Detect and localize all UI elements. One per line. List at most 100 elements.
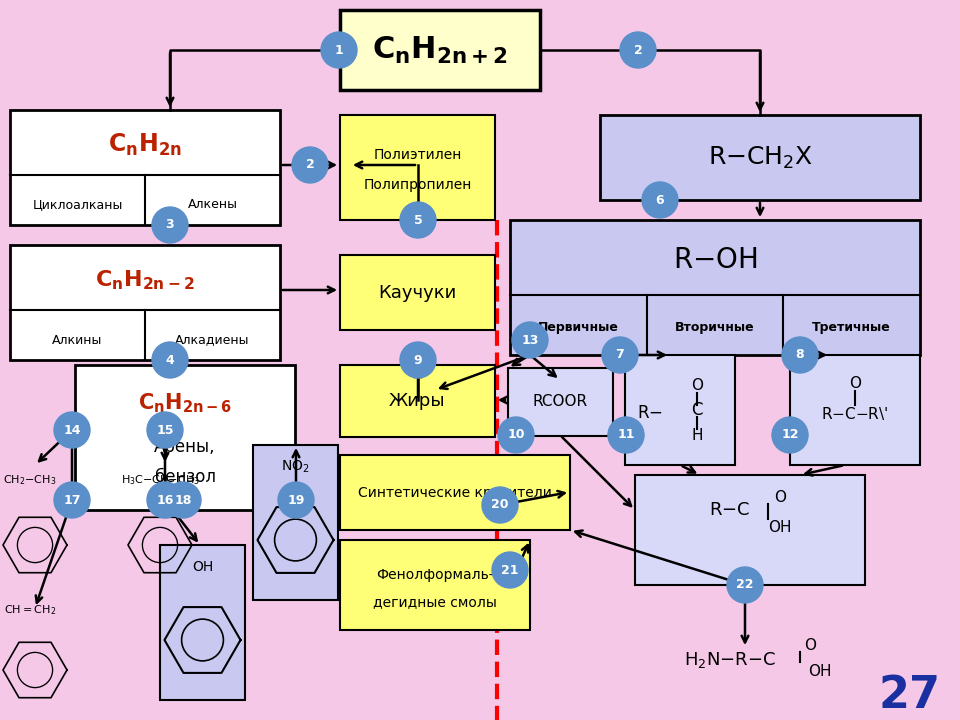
Text: 2: 2 [305,158,314,171]
Text: Циклоалканы: Циклоалканы [33,199,123,212]
Text: 27: 27 [879,673,941,716]
Text: NO$_2$: NO$_2$ [281,459,310,475]
Text: 5: 5 [414,214,422,227]
Text: OH: OH [768,520,792,534]
Circle shape [54,412,90,448]
Circle shape [608,417,644,453]
Text: Жиры: Жиры [389,392,445,410]
Circle shape [482,487,518,523]
Circle shape [492,552,528,588]
Circle shape [602,337,638,373]
Circle shape [400,202,436,238]
Circle shape [782,337,818,373]
Bar [253,445,338,600]
Text: дегидные смолы: дегидные смолы [373,595,497,609]
Text: RCOOR: RCOOR [533,395,588,410]
Circle shape [321,32,357,68]
Text: Алкены: Алкены [187,199,237,212]
Text: O: O [804,637,816,652]
Text: $\mathbf{C_nH_{2n-2}}$: $\mathbf{C_nH_{2n-2}}$ [95,268,195,292]
Text: 12: 12 [781,428,799,441]
Circle shape [152,207,188,243]
Text: $\mathbf{C_nH_{2n-6}}$: $\mathbf{C_nH_{2n-6}}$ [138,391,232,415]
Text: O: O [691,377,703,392]
Bar [510,220,920,355]
Text: 22: 22 [736,578,754,592]
Circle shape [147,412,183,448]
Circle shape [727,567,763,603]
Text: Алкадиены: Алкадиены [176,333,250,346]
Circle shape [147,482,183,518]
Text: $\mathbf{C_nH_{2n}}$: $\mathbf{C_nH_{2n}}$ [108,132,182,158]
Text: бензол: бензол [155,468,215,486]
Bar [75,365,295,510]
Text: CH$_2$$-$CH$_3$: CH$_2$$-$CH$_3$ [3,473,57,487]
Text: R$-$C: R$-$C [709,501,751,519]
Text: 13: 13 [521,333,539,346]
Text: 8: 8 [796,348,804,361]
Text: H$_2$N$-$R$-$C: H$_2$N$-$R$-$C [684,650,776,670]
Text: 20: 20 [492,498,509,511]
Text: O: O [774,490,786,505]
Text: Полипропилен: Полипропилен [363,178,471,192]
Text: R$-$OH: R$-$OH [673,246,757,274]
Circle shape [512,322,548,358]
Text: Третичные: Третичные [812,320,891,333]
Text: 21: 21 [501,564,518,577]
Bar [10,245,280,360]
Bar [790,355,920,465]
Circle shape [498,417,534,453]
Text: Фенолформаль-: Фенолформаль- [376,568,493,582]
Text: 6: 6 [656,194,664,207]
Text: 15: 15 [156,423,174,436]
Bar [340,255,495,330]
Bar [340,10,540,90]
Text: 4: 4 [166,354,175,366]
Text: 9: 9 [414,354,422,366]
Text: 18: 18 [175,493,192,506]
Bar [340,115,495,220]
Text: Арены,: Арены, [155,438,216,456]
Text: OH: OH [192,560,213,574]
Text: C: C [691,401,703,419]
Text: Полиэтилен: Полиэтилен [373,148,462,162]
Text: O: O [849,376,861,390]
Text: Алкины: Алкины [52,333,103,346]
Circle shape [292,147,328,183]
Text: R$-$CH$_2$X: R$-$CH$_2$X [708,145,812,171]
Text: H: H [691,428,703,443]
Circle shape [620,32,656,68]
Text: Каучуки: Каучуки [378,284,457,302]
Text: 11: 11 [617,428,635,441]
Bar [635,475,865,585]
Text: $\mathbf{C_nH_{2n+2}}$: $\mathbf{C_nH_{2n+2}}$ [372,35,508,66]
Text: Вторичные: Вторичные [675,320,755,333]
Bar [340,365,495,437]
Text: R$-$: R$-$ [637,404,662,422]
Text: 17: 17 [63,493,81,506]
Text: 10: 10 [507,428,525,441]
Text: 3: 3 [166,218,175,232]
Circle shape [54,482,90,518]
Bar [625,355,735,465]
Circle shape [278,482,314,518]
Bar [340,455,570,530]
Text: 7: 7 [615,348,624,361]
Bar [340,540,530,630]
Text: 19: 19 [287,493,304,506]
Circle shape [772,417,808,453]
Text: R$-$C$-$R\': R$-$C$-$R\' [822,405,889,421]
Text: 1: 1 [335,43,344,56]
Text: 16: 16 [156,493,174,506]
Text: 14: 14 [63,423,81,436]
Bar [10,110,280,225]
Text: OH: OH [808,665,831,680]
Text: 2: 2 [634,43,642,56]
Text: Синтетические красители: Синтетические красители [358,485,552,500]
Text: H$_3$C$-$CH$-$CH$_3$: H$_3$C$-$CH$-$CH$_3$ [121,473,200,487]
Bar [160,545,245,700]
Circle shape [165,482,201,518]
Bar [508,368,613,436]
Text: CH$=$CH$_2$: CH$=$CH$_2$ [4,603,56,617]
Bar [600,115,920,200]
